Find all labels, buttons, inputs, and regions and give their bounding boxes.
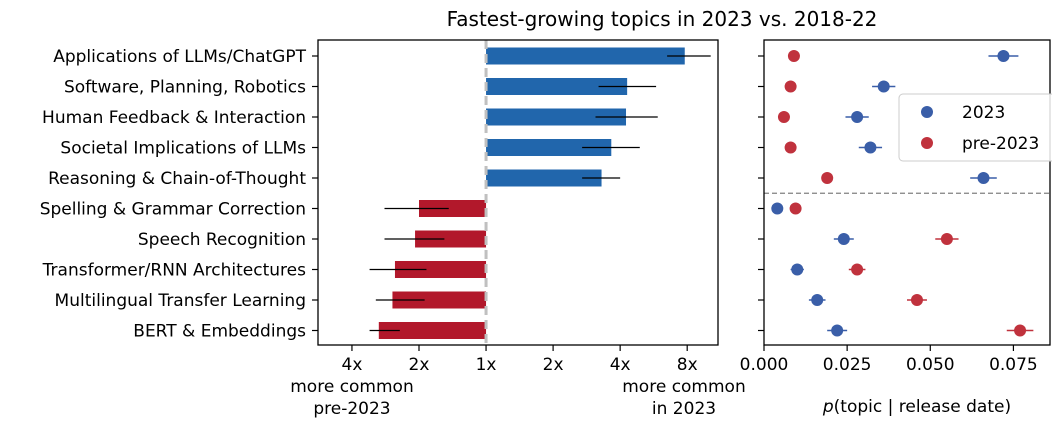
bar-5 xyxy=(418,200,487,217)
right-annotation-line-2: in 2023 xyxy=(652,399,716,419)
right-x-tick-label: 0.000 xyxy=(740,355,789,375)
series-0-point-2 xyxy=(851,111,864,123)
series-1-point-0 xyxy=(787,50,800,62)
x-label-rest: (topic | release date) xyxy=(834,397,1011,417)
legend: 2023 pre-2023 xyxy=(898,93,1052,162)
series-0-point-7 xyxy=(791,263,804,276)
bar-3 xyxy=(486,139,612,156)
ratio-bar-chart: Applications of LLMs/ChatGPT Software, Pl… xyxy=(40,39,746,419)
bar-2 xyxy=(486,108,627,126)
series-0-point-1 xyxy=(877,80,890,93)
category-label: Speech Recognition xyxy=(138,230,306,250)
legend-marker-1 xyxy=(921,137,933,149)
series-0-point-0 xyxy=(997,50,1010,62)
left-annotation-line-2: pre-2023 xyxy=(313,399,390,419)
category-label: Transformer/RNN Architectures xyxy=(42,261,306,281)
legend-label: 2023 xyxy=(962,103,1005,123)
right-axes-frame xyxy=(763,39,1051,346)
series-0-point-6 xyxy=(837,233,850,245)
x-tick-label: 2x xyxy=(543,355,564,375)
bar-4 xyxy=(486,169,602,187)
category-label: Spelling & Grammar Correction xyxy=(40,200,306,220)
series-1-point-5 xyxy=(789,202,802,215)
series-1-point-9 xyxy=(1014,324,1027,337)
left-annotation-line-1: more common xyxy=(290,377,413,397)
category-label: Software, Planning, Robotics xyxy=(64,78,306,98)
right-x-axis-label: p(topic | release date) xyxy=(822,397,1011,417)
legend-box xyxy=(898,93,1052,162)
probability-dot-plot: 0.000 0.025 0.050 0.075 p(topic | release da… xyxy=(740,39,1052,417)
category-label: Reasoning & Chain-of-Thought xyxy=(48,169,306,189)
bar-7 xyxy=(394,261,487,278)
x-tick-label: 1x xyxy=(476,355,497,375)
right-annotation-line-1: more common xyxy=(622,377,745,397)
left-axes-frame xyxy=(317,39,719,346)
category-label: Multilingual Transfer Learning xyxy=(55,291,306,311)
series-1-point-6 xyxy=(940,233,953,245)
series-1-point-3 xyxy=(784,141,797,154)
x-tick-label: 4x xyxy=(342,355,363,375)
right-x-tick-label: 0.025 xyxy=(823,355,872,375)
category-label: BERT & Embeddings xyxy=(133,322,306,342)
series-1-point-8 xyxy=(910,294,923,306)
right-x-tick-label: 0.075 xyxy=(989,355,1038,375)
bar-6 xyxy=(415,230,487,248)
category-label: Human Feedback & Interaction xyxy=(42,108,306,128)
x-tick-label: 2x xyxy=(409,355,430,375)
bar-8 xyxy=(392,291,487,309)
legend-marker-0 xyxy=(921,106,933,118)
category-label: Applications of LLMs/ChatGPT xyxy=(53,47,306,67)
series-1-point-2 xyxy=(777,111,790,123)
series-0-point-8 xyxy=(811,294,824,306)
series-1-point-7 xyxy=(851,263,864,276)
bar-0 xyxy=(486,47,685,65)
bar-9 xyxy=(378,322,487,339)
category-label: Societal Implications of LLMs xyxy=(60,139,306,159)
series-0-point-3 xyxy=(864,141,877,154)
series-0-point-9 xyxy=(831,324,844,337)
right-x-tick-label: 0.050 xyxy=(906,355,955,375)
bar-1 xyxy=(486,78,628,95)
x-tick-label: 8x xyxy=(677,355,698,375)
x-label-variable: p xyxy=(822,397,834,417)
x-tick-label: 4x xyxy=(610,355,631,375)
series-0-point-5 xyxy=(771,202,784,215)
series-1-point-4 xyxy=(821,172,834,184)
legend-label: pre-2023 xyxy=(962,134,1039,154)
series-1-point-1 xyxy=(784,80,797,93)
series-0-point-4 xyxy=(977,172,990,184)
chart-title: Fastest-growing topics in 2023 vs. 2018-… xyxy=(447,7,878,31)
